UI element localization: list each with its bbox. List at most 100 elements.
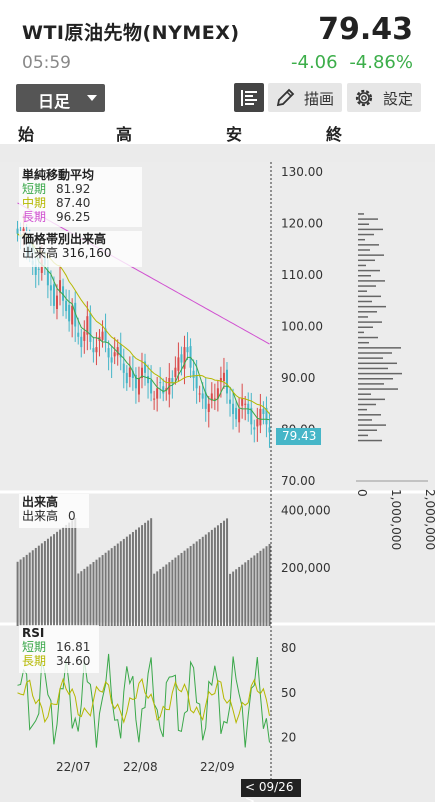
volume-bar: [213, 527, 216, 626]
volume-bar: [174, 557, 177, 626]
volume-bar: [53, 534, 56, 626]
candle-body: [262, 408, 265, 415]
date-cursor-value: < 09/26 >: [245, 780, 294, 802]
volume-bar: [226, 518, 229, 626]
candle-body: [140, 367, 143, 378]
chart-toolbar: 日足 描画 設定: [0, 78, 435, 118]
tag-arrow: [282, 429, 288, 445]
price-change: -4.06 -4.86%: [291, 52, 413, 73]
ma-short-row: 短期 81.92: [22, 182, 139, 196]
change-value: -4.06: [291, 52, 338, 73]
vp-value: 316,160: [61, 246, 112, 260]
volume-profile-bar: [358, 290, 367, 292]
candle-body: [219, 378, 222, 383]
volume-bar: [110, 548, 113, 626]
volume-bar: [192, 543, 195, 626]
high-label: 高: [116, 125, 133, 144]
candle-body: [49, 285, 52, 291]
candle-body: [65, 300, 68, 312]
volume-profile-bar: [358, 341, 369, 344]
volume-bar: [153, 573, 156, 626]
volume-profile-bar: [358, 233, 374, 236]
candle-body: [116, 347, 119, 356]
candle-body: [59, 280, 62, 293]
volume-bar: [43, 541, 46, 626]
candle-body: [210, 393, 213, 401]
candle-body: [122, 363, 125, 373]
candle-body: [201, 393, 204, 399]
candle-body: [89, 313, 92, 342]
volume-label: 出来高: [22, 509, 59, 523]
candle-body: [171, 378, 174, 384]
volume-bar: [135, 529, 137, 626]
volume-profile-bar: [358, 352, 392, 354]
volume-profile-bar: [358, 419, 372, 421]
draw-button[interactable]: 描画: [268, 83, 342, 112]
date-cursor-tag[interactable]: < 09/26 >: [241, 779, 301, 802]
volume-bar: [107, 550, 110, 626]
volume-bar: [113, 545, 116, 626]
volume-profile-bar: [358, 383, 384, 385]
volume-profile-bar: [358, 249, 370, 251]
volume-bar: [141, 525, 144, 626]
volume-profile-bar: [358, 218, 378, 220]
volume-bar: [162, 566, 165, 626]
volume-bar: [74, 518, 77, 626]
volume-profile-bar: [358, 336, 378, 339]
rsi-short-value: 16.81: [56, 640, 91, 654]
volume-bar: [207, 532, 210, 626]
volume-profile-bar: [358, 228, 383, 231]
volume-bar: [80, 571, 83, 626]
sma-short-line: [17, 233, 270, 421]
volume-profile-bar: [358, 414, 381, 416]
candle-body: [16, 228, 19, 234]
candle-body: [250, 407, 253, 425]
price-axis-label: 100.00: [281, 320, 323, 334]
candle-body: [229, 399, 232, 404]
volume-profile-bar: [358, 362, 397, 365]
candle-body: [153, 398, 156, 400]
volume-profile-bar: [358, 213, 364, 215]
ma-long-value: 96.25: [56, 210, 91, 224]
volume-bar: [101, 555, 104, 626]
candle-body: [52, 284, 55, 306]
candle-body: [265, 407, 268, 425]
candle-body: [256, 419, 259, 427]
candle-body: [55, 295, 58, 309]
volume-profile-bar: [358, 285, 376, 287]
volume-profile-bar: [358, 244, 379, 246]
period-select[interactable]: 日足: [16, 84, 105, 112]
candle-body: [195, 374, 198, 389]
volume-profile-bar: [358, 316, 368, 318]
volume-bar: [235, 569, 238, 626]
candle-body: [244, 403, 247, 405]
volume-profile-bar: [358, 311, 377, 313]
list-view-button[interactable]: [234, 83, 264, 112]
ma-long-row: 長期 96.25: [22, 210, 139, 224]
rsi-short-label: 短期: [22, 640, 47, 654]
volume-bar: [253, 555, 256, 626]
price-axis-label: 70.00: [281, 474, 315, 488]
volume-bar: [46, 538, 49, 626]
settings-button[interactable]: 設定: [347, 83, 421, 112]
current-price: 79.43: [318, 12, 413, 47]
candle-body: [180, 354, 183, 363]
volume-legend-title: 出来高: [22, 495, 59, 509]
volume-bar: [229, 573, 232, 626]
volume-bar: [16, 561, 19, 626]
candle-body: [156, 388, 159, 399]
volume-bar: [77, 573, 80, 626]
candle-body: [128, 367, 131, 377]
candle-body: [174, 367, 177, 377]
volume-profile-bar: [358, 269, 380, 272]
volume-profile-legend: 価格帯別出来高 出来高 316,160: [19, 231, 142, 267]
candle-body: [92, 348, 95, 353]
candle-body: [192, 370, 195, 378]
volume-bar: [122, 538, 125, 626]
volume-bar: [22, 557, 25, 626]
quote-header: WTI原油先物(NYMEX) 79.43 05:59 -4.06 -4.86%: [0, 0, 435, 78]
volume-bar: [71, 520, 74, 626]
volume-bar: [62, 527, 65, 626]
candle-body: [189, 346, 192, 368]
candle-body: [34, 264, 37, 275]
